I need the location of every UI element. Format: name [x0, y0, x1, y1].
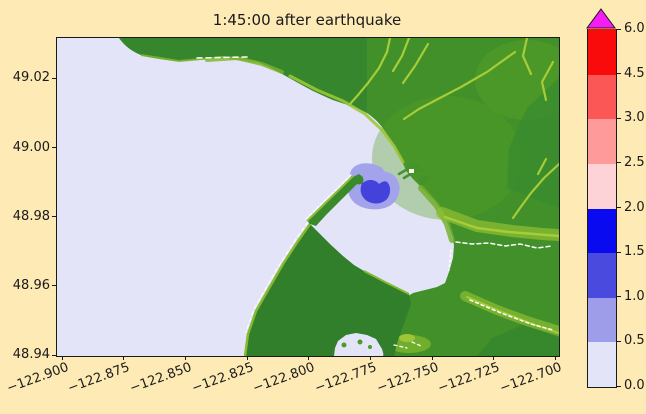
colorbar-tick-label: 1.0	[624, 288, 645, 304]
colorbar-tick-mark	[617, 162, 621, 164]
x-tick-mark	[555, 356, 557, 360]
x-tick-label-text: −122.850	[127, 360, 194, 397]
rivers	[348, 38, 559, 353]
colorbar-tick-mark	[617, 28, 621, 30]
colorbar-tick-label: 6.0	[624, 21, 645, 36]
y-tick-mark	[52, 77, 56, 79]
x-tick-label-text: −122.775	[312, 360, 379, 397]
x-tick-mark	[246, 356, 248, 360]
x-tick-mark	[431, 356, 433, 360]
y-tick-label: 49.00	[12, 139, 50, 155]
x-tick-label-text: −122.800	[251, 360, 317, 397]
y-tick-mark	[52, 147, 56, 149]
colorbar-tick-mark	[617, 385, 621, 387]
colorbar-segment	[588, 252, 616, 298]
colorbar-tick-mark	[617, 73, 621, 75]
x-tick-label-text: −122.700	[497, 360, 564, 397]
colorbar-segment	[588, 29, 616, 75]
x-tick-mark	[493, 356, 495, 360]
colorbar-segment	[588, 163, 616, 209]
x-tick-label-text: −122.750	[374, 360, 441, 397]
x-tick-label-text: −122.875	[66, 360, 132, 397]
x-tick-label-text: −122.825	[189, 360, 256, 397]
spit	[306, 174, 364, 226]
wave-core	[360, 180, 391, 204]
colorbar-tick-mark	[617, 251, 621, 253]
colorbar-tick-mark	[617, 340, 621, 342]
marina	[397, 164, 430, 185]
colorbar-segment	[588, 341, 616, 387]
colorbar-tick-mark	[617, 207, 621, 208]
colorbar-extend-triangle	[586, 8, 616, 29]
y-tick-label: 48.96	[12, 277, 50, 293]
x-tick-mark	[123, 356, 125, 360]
y-tick-label: 49.02	[12, 70, 50, 86]
colorbar-tick-label: 2.0	[624, 199, 645, 215]
plot-title: 1:45:00 after earthquake	[212, 11, 402, 29]
x-tick-mark	[370, 356, 372, 360]
colorbar-tick-label: 1.5	[624, 244, 645, 260]
colorbar	[587, 29, 617, 388]
colorbar-tick-label: 3.0	[624, 110, 645, 126]
colorbar-tick-label: 0.5	[624, 333, 645, 349]
peninsula	[243, 222, 411, 356]
y-tick-label: 48.98	[12, 208, 50, 224]
y-tick-mark	[52, 285, 56, 287]
map-svg	[57, 38, 559, 356]
wave-outer-lobe	[349, 163, 386, 179]
colorbar-tick-mark	[617, 117, 621, 119]
colorbar-tick-label: 4.5	[624, 65, 645, 81]
colorbar-tick-mark	[617, 296, 621, 298]
colorbar-segment	[588, 207, 616, 254]
y-tick-label: 48.94	[12, 347, 50, 362]
colorbar-tick-label: 2.5	[624, 154, 645, 170]
colorbar-tick-label: 0.0	[624, 378, 645, 393]
beaches-creeks	[196, 56, 554, 349]
x-tick-mark	[61, 356, 63, 360]
colorbar-segment	[588, 73, 616, 120]
x-tick-label-text: −122.900	[4, 360, 71, 397]
x-tick-mark	[185, 356, 186, 360]
x-tick-label-text: −122.725	[436, 360, 502, 397]
colorbar-segment	[588, 297, 616, 343]
y-tick-mark	[52, 216, 56, 218]
colorbar-segment	[588, 118, 616, 164]
y-tick-mark	[52, 354, 56, 356]
map-plot	[56, 37, 560, 357]
x-tick-mark	[308, 356, 310, 360]
